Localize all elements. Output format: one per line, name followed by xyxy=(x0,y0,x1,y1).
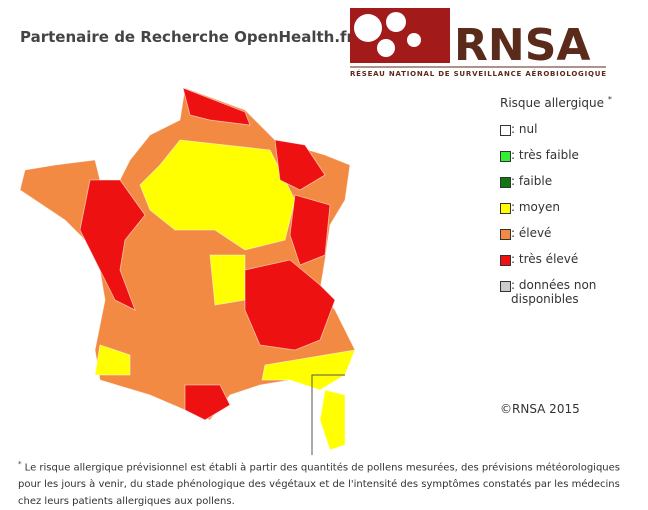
logo-dot xyxy=(407,33,421,47)
region-tres-eleve xyxy=(289,194,331,266)
legend-label: : faible xyxy=(511,174,553,188)
legend-item: : moyen xyxy=(500,200,640,226)
map xyxy=(19,87,356,455)
legend-swatch xyxy=(500,255,511,266)
legend: Risque allergique * : nul: très faible: … xyxy=(500,95,640,306)
region-tres-eleve xyxy=(244,259,336,351)
page-title: Partenaire de Recherche OpenHealth.fr xyxy=(20,28,354,46)
logo-dot xyxy=(441,39,447,45)
legend-label: : très faible xyxy=(511,148,579,162)
legend-label: : très élevé xyxy=(511,252,579,266)
region-tres-eleve xyxy=(182,87,251,126)
legend-label: : moyen xyxy=(511,200,560,214)
region-moyen xyxy=(319,389,346,451)
logo-text: RNSA xyxy=(454,20,590,71)
copyright: ©RNSA 2015 xyxy=(500,402,580,416)
region-moyen xyxy=(209,254,246,306)
region-tres-eleve xyxy=(79,179,146,311)
logo-dot xyxy=(432,24,440,32)
inset-frame xyxy=(311,374,345,455)
legend-item: : données non disponibles xyxy=(500,278,640,306)
footnote-mark: * xyxy=(18,460,22,468)
legend-title-text: Risque allergique xyxy=(500,96,605,110)
logo-dot xyxy=(377,39,395,57)
legend-item: : nul xyxy=(500,122,640,148)
legend-swatch xyxy=(500,151,511,162)
footnote: * Le risque allergique prévisionnel est … xyxy=(18,456,640,510)
logo-dot xyxy=(386,12,406,32)
legend-item: : très faible xyxy=(500,148,640,174)
legend-title-mark: * xyxy=(607,95,612,104)
legend-swatch xyxy=(500,281,511,292)
legend-swatch xyxy=(500,125,511,136)
region-moyen xyxy=(94,344,131,376)
legend-item: : élevé xyxy=(500,226,640,252)
legend-item: : faible xyxy=(500,174,640,200)
legend-label: : nul xyxy=(511,122,538,136)
logo-dot xyxy=(354,14,382,42)
legend-swatch xyxy=(500,177,511,188)
legend-title: Risque allergique * xyxy=(500,95,640,110)
legend-items: : nul : très faible : faible : moyen : élevé… xyxy=(500,122,640,306)
legend-item: : très élevé xyxy=(500,252,640,278)
legend-swatch xyxy=(500,229,511,240)
legend-label: : données non disponibles xyxy=(511,278,597,306)
legend-swatch xyxy=(500,203,511,214)
legend-label: : élevé xyxy=(511,226,552,240)
region-moyen xyxy=(261,349,356,391)
logo: RNSA RÉSEAU NATIONAL DE SURVEILLANCE AÉR… xyxy=(350,8,606,78)
region-tres-eleve xyxy=(274,139,326,191)
region-tres-eleve xyxy=(184,384,231,421)
logo-subtitle: RÉSEAU NATIONAL DE SURVEILLANCE AÉROBIOL… xyxy=(350,69,606,78)
footnote-text: Le risque allergique prévisionnel est ét… xyxy=(18,462,621,508)
